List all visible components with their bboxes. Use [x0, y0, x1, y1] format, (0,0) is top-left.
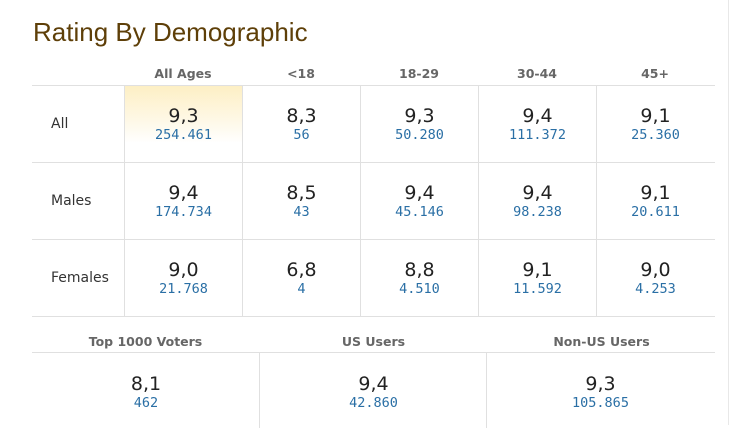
rating-cell-all-18-29: 9,3 50.280	[360, 86, 478, 162]
rating-cell-females-all-ages: 9,0 21.768	[124, 240, 242, 316]
votes-link[interactable]: 45.146	[395, 204, 444, 220]
user-group-ratings: Top 1000 Voters US Users Non-US Users 8,…	[32, 332, 715, 428]
section-title: Rating By Demographic	[33, 17, 308, 47]
rating-cell-all-30-44: 9,4 111.372	[478, 86, 596, 162]
rating-value: 9,3	[585, 373, 616, 395]
votes-link[interactable]: 25.360	[631, 127, 680, 143]
column-header-18-29: 18-29	[399, 66, 439, 81]
votes-link[interactable]: 11.592	[513, 281, 562, 297]
group-header-us-users: US Users	[341, 334, 406, 349]
rating-value: 8,5	[286, 182, 317, 204]
rating-value: 9,4	[358, 373, 389, 395]
panel-divider	[728, 0, 729, 425]
column-header-under-18: <18	[287, 66, 315, 81]
group-cell-top-1000-voters: 8,1 462	[32, 353, 260, 428]
rating-value: 9,1	[640, 182, 671, 204]
rating-cell-females-45-plus: 9,0 4.253	[596, 240, 714, 316]
rating-value: 9,1	[522, 259, 553, 281]
column-header-45-plus: 45+	[641, 66, 669, 81]
rating-value: 9,1	[640, 105, 671, 127]
votes-link[interactable]: 462	[133, 395, 159, 411]
group-cell-non-us-users: 9,3 105.865	[486, 353, 714, 428]
votes-link[interactable]: 50.280	[395, 127, 444, 143]
votes-link[interactable]: 174.734	[155, 204, 212, 220]
rating-cell-females-under-18: 6,8 4	[242, 240, 360, 316]
rating-value: 9,4	[522, 182, 553, 204]
demographic-table: All Ages <18 18-29 30-44 45+ All 9,3 254…	[32, 62, 715, 317]
votes-link[interactable]: 111.372	[509, 127, 566, 143]
rating-value: 8,3	[286, 105, 317, 127]
votes-link[interactable]: 4.510	[399, 281, 440, 297]
row-label-males: Males	[51, 193, 92, 209]
group-header-non-us-users: Non-US Users	[553, 334, 650, 349]
rating-cell-males-under-18: 8,5 43	[242, 163, 360, 239]
rating-value: 9,3	[168, 105, 199, 127]
rating-cell-males-30-44: 9,4 98.238	[478, 163, 596, 239]
rating-value: 9,4	[522, 105, 553, 127]
table-row-males: Males 9,4 174.734 8,5 43 9,4 45.146 9,4 …	[32, 163, 715, 240]
group-header-top-1000-voters: Top 1000 Voters	[88, 334, 203, 349]
rating-cell-males-18-29: 9,4 45.146	[360, 163, 478, 239]
rating-value: 9,3	[404, 105, 435, 127]
rating-cell-all-under-18: 8,3 56	[242, 86, 360, 162]
votes-link[interactable]: 4.253	[635, 281, 676, 297]
table-row-all: All 9,3 254.461 8,3 56 9,3 50.280 9,4 11…	[32, 86, 715, 163]
group-header-row: Top 1000 Voters US Users Non-US Users	[32, 332, 715, 353]
votes-link[interactable]: 42.860	[349, 395, 398, 411]
group-cell-us-users: 9,4 42.860	[259, 353, 487, 428]
votes-link[interactable]: 98.238	[513, 204, 562, 220]
rating-value: 9,0	[168, 259, 199, 281]
votes-link[interactable]: 4	[297, 281, 306, 297]
rating-cell-all-45-plus: 9,1 25.360	[596, 86, 714, 162]
rating-cell-males-all-ages: 9,4 174.734	[124, 163, 242, 239]
rating-value: 9,0	[640, 259, 671, 281]
rating-value: 6,8	[286, 259, 317, 281]
rating-cell-all-all-ages: 9,3 254.461	[124, 86, 242, 162]
votes-link[interactable]: 105.865	[572, 395, 629, 411]
rating-value: 8,1	[130, 373, 162, 395]
votes-link[interactable]: 56	[293, 127, 310, 143]
column-header-all-ages: All Ages	[154, 66, 212, 81]
row-label-all: All	[51, 116, 69, 132]
row-label-females: Females	[51, 270, 109, 286]
votes-link[interactable]: 20.611	[631, 204, 680, 220]
table-row-females: Females 9,0 21.768 6,8 4 8,8 4.510 9,1 1…	[32, 240, 715, 317]
rating-cell-females-30-44: 9,1 11.592	[478, 240, 596, 316]
rating-value: 9,4	[404, 182, 435, 204]
votes-link[interactable]: 43	[293, 204, 310, 220]
group-values-row: 8,1 462 9,4 42.860 9,3 105.865	[32, 353, 715, 428]
column-header-row: All Ages <18 18-29 30-44 45+	[32, 62, 715, 86]
rating-cell-females-18-29: 8,8 4.510	[360, 240, 478, 316]
votes-link[interactable]: 21.768	[159, 281, 208, 297]
rating-value: 9,4	[168, 182, 199, 204]
rating-cell-males-45-plus: 9,1 20.611	[596, 163, 714, 239]
column-header-30-44: 30-44	[517, 66, 557, 81]
rating-value: 8,8	[404, 259, 435, 281]
votes-link[interactable]: 254.461	[155, 127, 212, 143]
